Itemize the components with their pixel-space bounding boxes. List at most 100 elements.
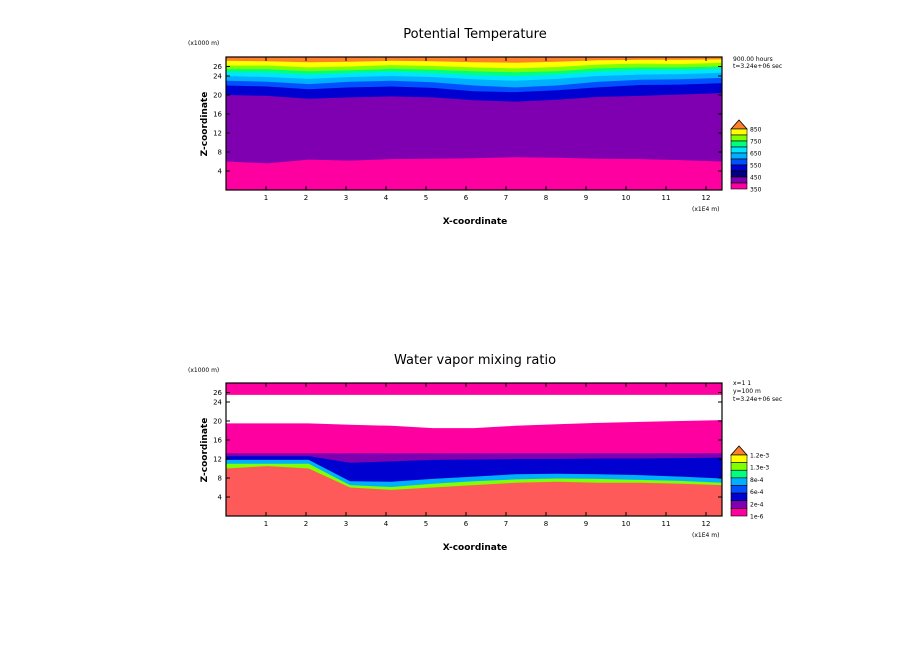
colorbar-label: 6e-4 <box>750 489 764 496</box>
colorbar-swatch <box>730 500 748 509</box>
y-tick-label: 24 <box>213 73 222 81</box>
colorbar-label: 1.3e-3 <box>750 465 769 472</box>
x-tick-label: 5 <box>424 194 428 202</box>
colorbar-label: 1e-6 <box>750 514 764 521</box>
colorbar-swatch <box>730 492 748 502</box>
x-unit-label: (x1E4 m) <box>692 206 719 213</box>
note-2: y=100 m <box>733 388 761 395</box>
plot-frame <box>225 56 723 191</box>
x-tick-label: 8 <box>544 194 548 202</box>
chart-title: Water vapor mixing ratio <box>394 353 556 368</box>
x-tick-label: 10 <box>622 194 631 202</box>
colorbar-arrow <box>730 119 748 130</box>
band-layer-1 <box>226 157 722 190</box>
colorbar-swatch <box>730 134 748 142</box>
potential-temperature-panel: Potential Temperature (x1000 m) (x1E4 m)… <box>188 27 782 227</box>
colorbar-arrow <box>730 445 748 456</box>
water-vapor-panel: Water vapor mixing ratio (x1000 m) (x1E4… <box>188 353 782 553</box>
y-tick-label: 16 <box>213 437 222 445</box>
plot-area <box>225 382 723 517</box>
y-tick-label: 8 <box>218 149 222 157</box>
y-tick-label: 12 <box>213 130 222 138</box>
x-tick-label: 3 <box>344 520 348 528</box>
chart-title: Potential Temperature <box>403 27 546 42</box>
y-tick-label: 4 <box>218 168 223 176</box>
x-tick-label: 7 <box>504 520 508 528</box>
colorbar-swatch <box>730 469 748 479</box>
note-1: x=1 1 <box>733 380 751 387</box>
x-unit-label: (x1E4 m) <box>692 532 719 539</box>
colorbar-swatch <box>730 170 748 178</box>
x-tick-label: 8 <box>544 520 548 528</box>
x-tick-label: 6 <box>464 194 469 202</box>
y-tick-label: 24 <box>213 399 222 407</box>
colorbar-label: 550 <box>750 163 762 170</box>
x-tick-label: 11 <box>662 520 671 528</box>
colorbar-swatch <box>730 140 748 148</box>
y-tick-label: 4 <box>218 494 223 502</box>
x-tick-label: 1 <box>264 520 268 528</box>
x-tick-label: 9 <box>584 520 588 528</box>
x-tick-label: 12 <box>702 520 711 528</box>
x-tick-label: 9 <box>584 194 588 202</box>
y-tick-label: 26 <box>213 389 222 397</box>
colorbar-label: 1.2e-3 <box>750 453 769 460</box>
colorbar-swatch <box>730 485 748 494</box>
x-tick-label: 4 <box>384 194 389 202</box>
y-tick-label: 16 <box>213 111 222 119</box>
x-tick-labels: 1 2 3 4 5 6 7 8 9 10 11 12 <box>264 383 711 528</box>
y-unit-label: (x1000 m) <box>188 40 219 47</box>
colorbar-label: 450 <box>750 175 762 182</box>
x-tick-labels: 1 2 3 4 5 6 7 8 9 10 11 12 <box>264 57 711 202</box>
x-tick-label: 6 <box>464 520 469 528</box>
x-tick-label: 4 <box>384 520 389 528</box>
x-tick-label: 3 <box>344 194 348 202</box>
x-tick-label: 11 <box>662 194 671 202</box>
y-axis-label: Z-coordinate <box>200 418 210 483</box>
x-tick-label: 2 <box>304 520 308 528</box>
colorbar-swatch <box>730 477 748 486</box>
colorbar-label: 8e-4 <box>750 477 764 484</box>
y-tick-labels: 4 8 12 16 20 24 26 <box>213 389 722 502</box>
y-tick-label: 26 <box>213 63 222 71</box>
colorbar: 850 750 650 550 450 350 <box>730 119 762 194</box>
x-tick-label: 5 <box>424 520 428 528</box>
y-tick-label: 20 <box>213 92 222 100</box>
colorbar-swatch <box>730 462 748 471</box>
colorbar-swatch <box>730 176 748 184</box>
note-3: t=3.24e+06 sec <box>733 396 782 403</box>
colorbar-swatch <box>730 152 748 160</box>
x-tick-label: 10 <box>622 520 631 528</box>
y-tick-label: 12 <box>213 456 222 464</box>
y-tick-label: 8 <box>218 475 222 483</box>
colorbar-label: 2e-4 <box>750 501 764 508</box>
colorbar-label: 650 <box>750 151 762 158</box>
x-tick-label: 7 <box>504 194 508 202</box>
colorbar-swatch <box>730 146 748 154</box>
colorbar-swatch <box>730 182 748 190</box>
colorbar-swatch <box>730 128 748 136</box>
colorbar-label: 850 <box>750 127 762 134</box>
x-axis-label: X-coordinate <box>443 217 508 227</box>
y-unit-label: (x1000 m) <box>188 367 219 374</box>
colorbar-swatch <box>730 164 748 172</box>
y-tick-label: 20 <box>213 418 222 426</box>
dry-zone-0 <box>226 394 722 429</box>
plot-frame <box>225 382 723 517</box>
x-tick-label: 12 <box>702 194 711 202</box>
colorbar-swatch <box>730 508 748 517</box>
band-moist-layer <box>226 466 722 516</box>
y-axis-label: Z-coordinate <box>200 92 210 157</box>
y-tick-labels: 4 8 12 16 20 24 26 <box>213 63 722 176</box>
x-tick-label: 2 <box>304 194 308 202</box>
note-2: t=3.24e+06 sec <box>733 63 782 70</box>
colorbar: 1.2e-3 1.3e-3 8e-4 6e-4 2e-4 1e-6 <box>730 445 769 521</box>
colorbar-swatch <box>730 158 748 166</box>
colorbar-label: 350 <box>750 187 762 194</box>
colorbar-swatch <box>730 454 748 463</box>
plot-area <box>225 56 723 191</box>
colorbar-label: 750 <box>750 139 762 146</box>
x-axis-label: X-coordinate <box>443 543 508 553</box>
note-1: 900.00 hours <box>733 56 773 63</box>
